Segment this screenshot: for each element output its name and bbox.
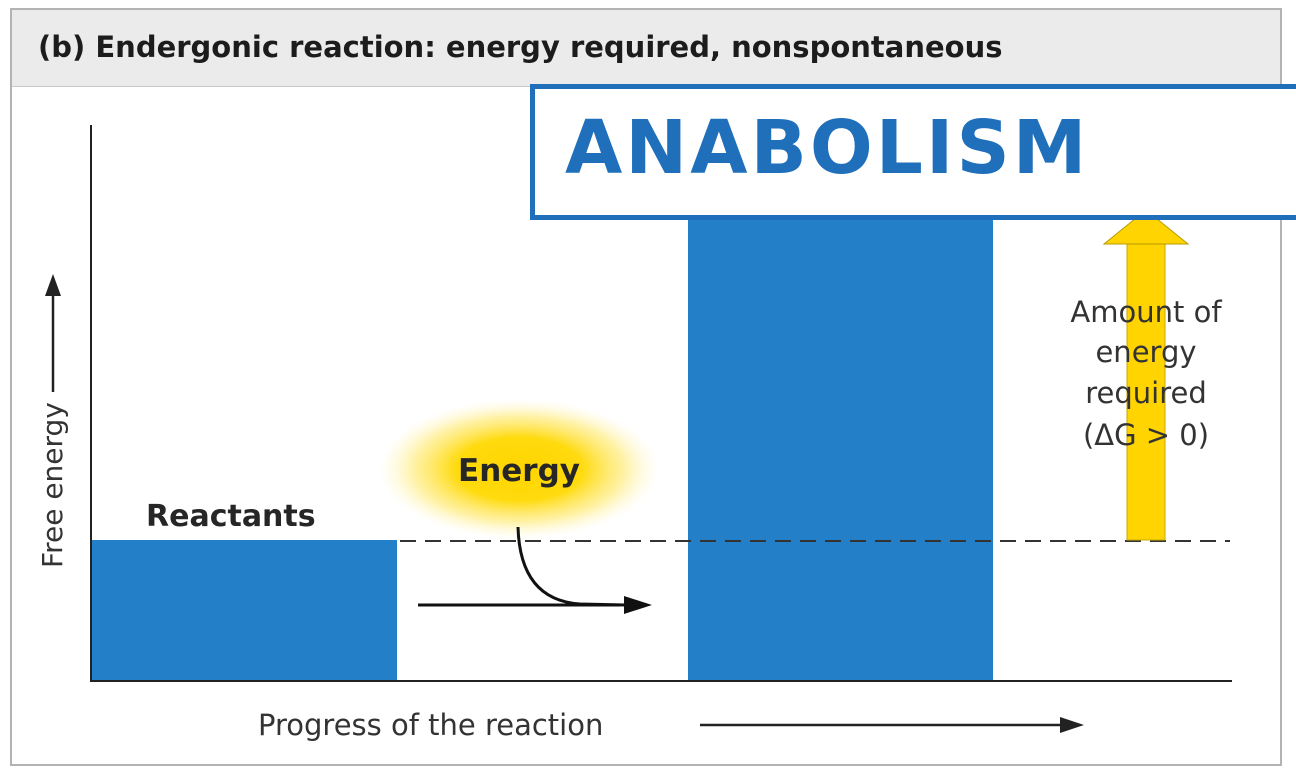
y-axis-label: Free energy [36, 402, 69, 568]
energy-glow [379, 399, 659, 539]
x-axis-label: Progress of the reaction [258, 708, 603, 742]
delta-g-note-line2: energy [1095, 335, 1196, 369]
delta-g-note-line3: required [1085, 376, 1207, 410]
delta-g-note-line4: (ΔG > 0) [1083, 418, 1209, 452]
x-axis-label-arrowhead [1060, 717, 1084, 733]
energy-input-curve [516, 526, 626, 607]
reactants-label: Reactants [146, 499, 316, 534]
energy-label: Energy [458, 453, 580, 489]
anabolism-banner: ANABOLISM [530, 84, 1296, 220]
delta-g-arrowhead [1102, 209, 1190, 245]
delta-g-note-line1: Amount of [1070, 295, 1222, 329]
energy-input-arrowhead [624, 596, 652, 614]
anabolism-banner-text: ANABOLISM [565, 105, 1090, 191]
y-axis-label-arrowhead [45, 274, 61, 296]
reactants-bar [92, 540, 397, 680]
delta-g-arrow-shaft [1126, 239, 1166, 541]
products-bar [688, 200, 993, 680]
